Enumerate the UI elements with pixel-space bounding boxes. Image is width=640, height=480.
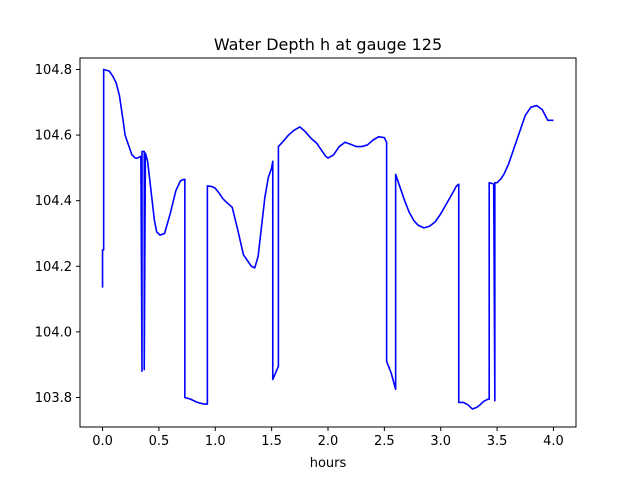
x-tick-label: 3.5: [487, 434, 508, 449]
y-axis: 103.8 104.0 104.2 104.4 104.6 104.8: [35, 63, 80, 406]
x-tick-label: 0.5: [149, 434, 170, 449]
series-line-0: [101, 68, 554, 410]
x-tick-label: 2.5: [374, 434, 395, 449]
y-tick-label: 104.4: [35, 194, 72, 209]
plot-frame: [79, 57, 577, 428]
plot-area: [79, 57, 577, 428]
y-tick-label: 104.6: [35, 129, 72, 144]
x-tick-label: 1.5: [261, 434, 282, 449]
y-tick-label: 104.2: [35, 260, 72, 275]
x-tick-label: 4.0: [543, 434, 564, 449]
y-tick-label: 104.8: [35, 63, 72, 78]
x-axis-label: hours: [310, 456, 347, 471]
x-axis: 0.0 0.5 1.0 1.5 2.0 2.5 3.0 3.5 4.0: [92, 427, 564, 449]
x-tick-label: 1.0: [205, 434, 226, 449]
x-tick-label: 0.0: [92, 434, 113, 449]
y-tick-label: 103.8: [35, 391, 72, 406]
x-tick-label: 2.0: [318, 434, 339, 449]
y-tick-label: 104.0: [35, 325, 72, 340]
x-tick-label: 3.0: [430, 434, 451, 449]
chart-title: Water Depth h at gauge 125: [214, 35, 442, 54]
